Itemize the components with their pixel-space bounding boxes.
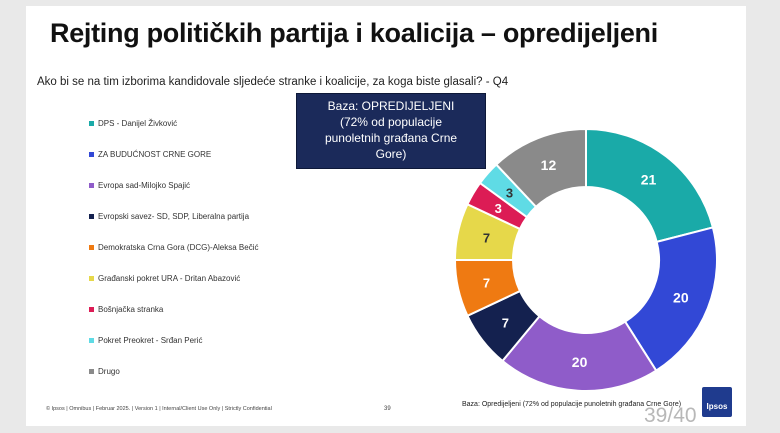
data-label: 12	[541, 157, 557, 173]
base-line-4: Gore)	[375, 147, 407, 161]
donut-slice	[585, 127, 715, 244]
legend-swatch	[89, 213, 94, 219]
legend-item: Drugo	[89, 364, 120, 378]
legend-swatch	[89, 275, 94, 281]
data-label: 21	[641, 171, 657, 187]
legend-swatch	[89, 120, 94, 126]
base-line-2: (72% od populacije	[339, 115, 443, 129]
data-label: 3	[506, 186, 513, 201]
legend-swatch	[89, 151, 94, 157]
page-counter: 39/40	[644, 404, 697, 427]
base-line-1: Baza: OPREDIJELJENI	[327, 99, 455, 113]
data-label: 7	[483, 275, 490, 290]
base-note: Baza: Opredijeljeni (72% od populacije p…	[462, 401, 682, 408]
slide-title: Rejting političkih partija i koalicija –…	[50, 18, 658, 48]
legend-label: Evropa sad-Milojko Spajić	[98, 180, 191, 190]
data-label: 20	[572, 354, 588, 370]
survey-question: Ako bi se na tim izborima kandidovale sl…	[37, 76, 509, 88]
base-info-box: Baza: OPREDIJELJENI (72% od populacije p…	[296, 93, 486, 169]
legend-label: DPS - Danijel Živković	[98, 118, 178, 128]
data-label: 7	[483, 231, 490, 246]
slide: Rejting političkih partija i koalicija –…	[26, 6, 746, 426]
legend-label: Demokratska Crna Gora (DCG)-Aleksa Bečić	[98, 242, 259, 252]
data-label: 3	[495, 201, 502, 216]
legend-item: Pokret Preokret - Srđan Perić	[89, 333, 202, 347]
legend-label: Bošnjačka stranka	[98, 304, 164, 314]
legend-swatch	[89, 182, 94, 188]
legend-item: ZA BUDUĆNOST CRNE GORE	[89, 147, 211, 161]
data-label: 20	[673, 290, 689, 306]
legend-swatch	[89, 368, 94, 374]
donut-slice	[501, 314, 658, 392]
donut-slice	[623, 226, 718, 372]
legend-swatch	[89, 306, 94, 312]
legend-item: Evropski savez- SD, SDP, Liberalna parti…	[89, 209, 249, 223]
legend-item: Građanski pokret URA - Dritan Abazović	[89, 271, 240, 285]
data-label: 7	[502, 316, 509, 331]
legend-item: Evropa sad-Milojko Spajić	[89, 178, 190, 192]
legend-label: Drugo	[98, 366, 120, 376]
footer-text: © Ipsos | Omnibus | Februar 2025. | Vers…	[46, 406, 272, 412]
legend-label: Pokret Preokret - Srđan Perić	[98, 335, 203, 345]
legend-item: Demokratska Crna Gora (DCG)-Aleksa Bečić	[89, 240, 258, 254]
page-number: 39	[384, 406, 391, 412]
donut-slice	[494, 127, 587, 209]
legend-item: DPS - Danijel Živković	[89, 116, 177, 130]
legend-label: Građanski pokret URA - Dritan Abazović	[98, 273, 241, 283]
ipsos-logo: Ipsos	[702, 387, 732, 417]
legend-swatch	[89, 244, 94, 250]
base-line-3: punoletnih građana Crne	[324, 131, 458, 145]
legend-label: Evropski savez- SD, SDP, Liberalna parti…	[98, 211, 250, 221]
legend-item: Bošnjačka stranka	[89, 302, 163, 316]
legend-swatch	[89, 337, 94, 343]
legend-label: ZA BUDUĆNOST CRNE GORE	[98, 149, 212, 159]
